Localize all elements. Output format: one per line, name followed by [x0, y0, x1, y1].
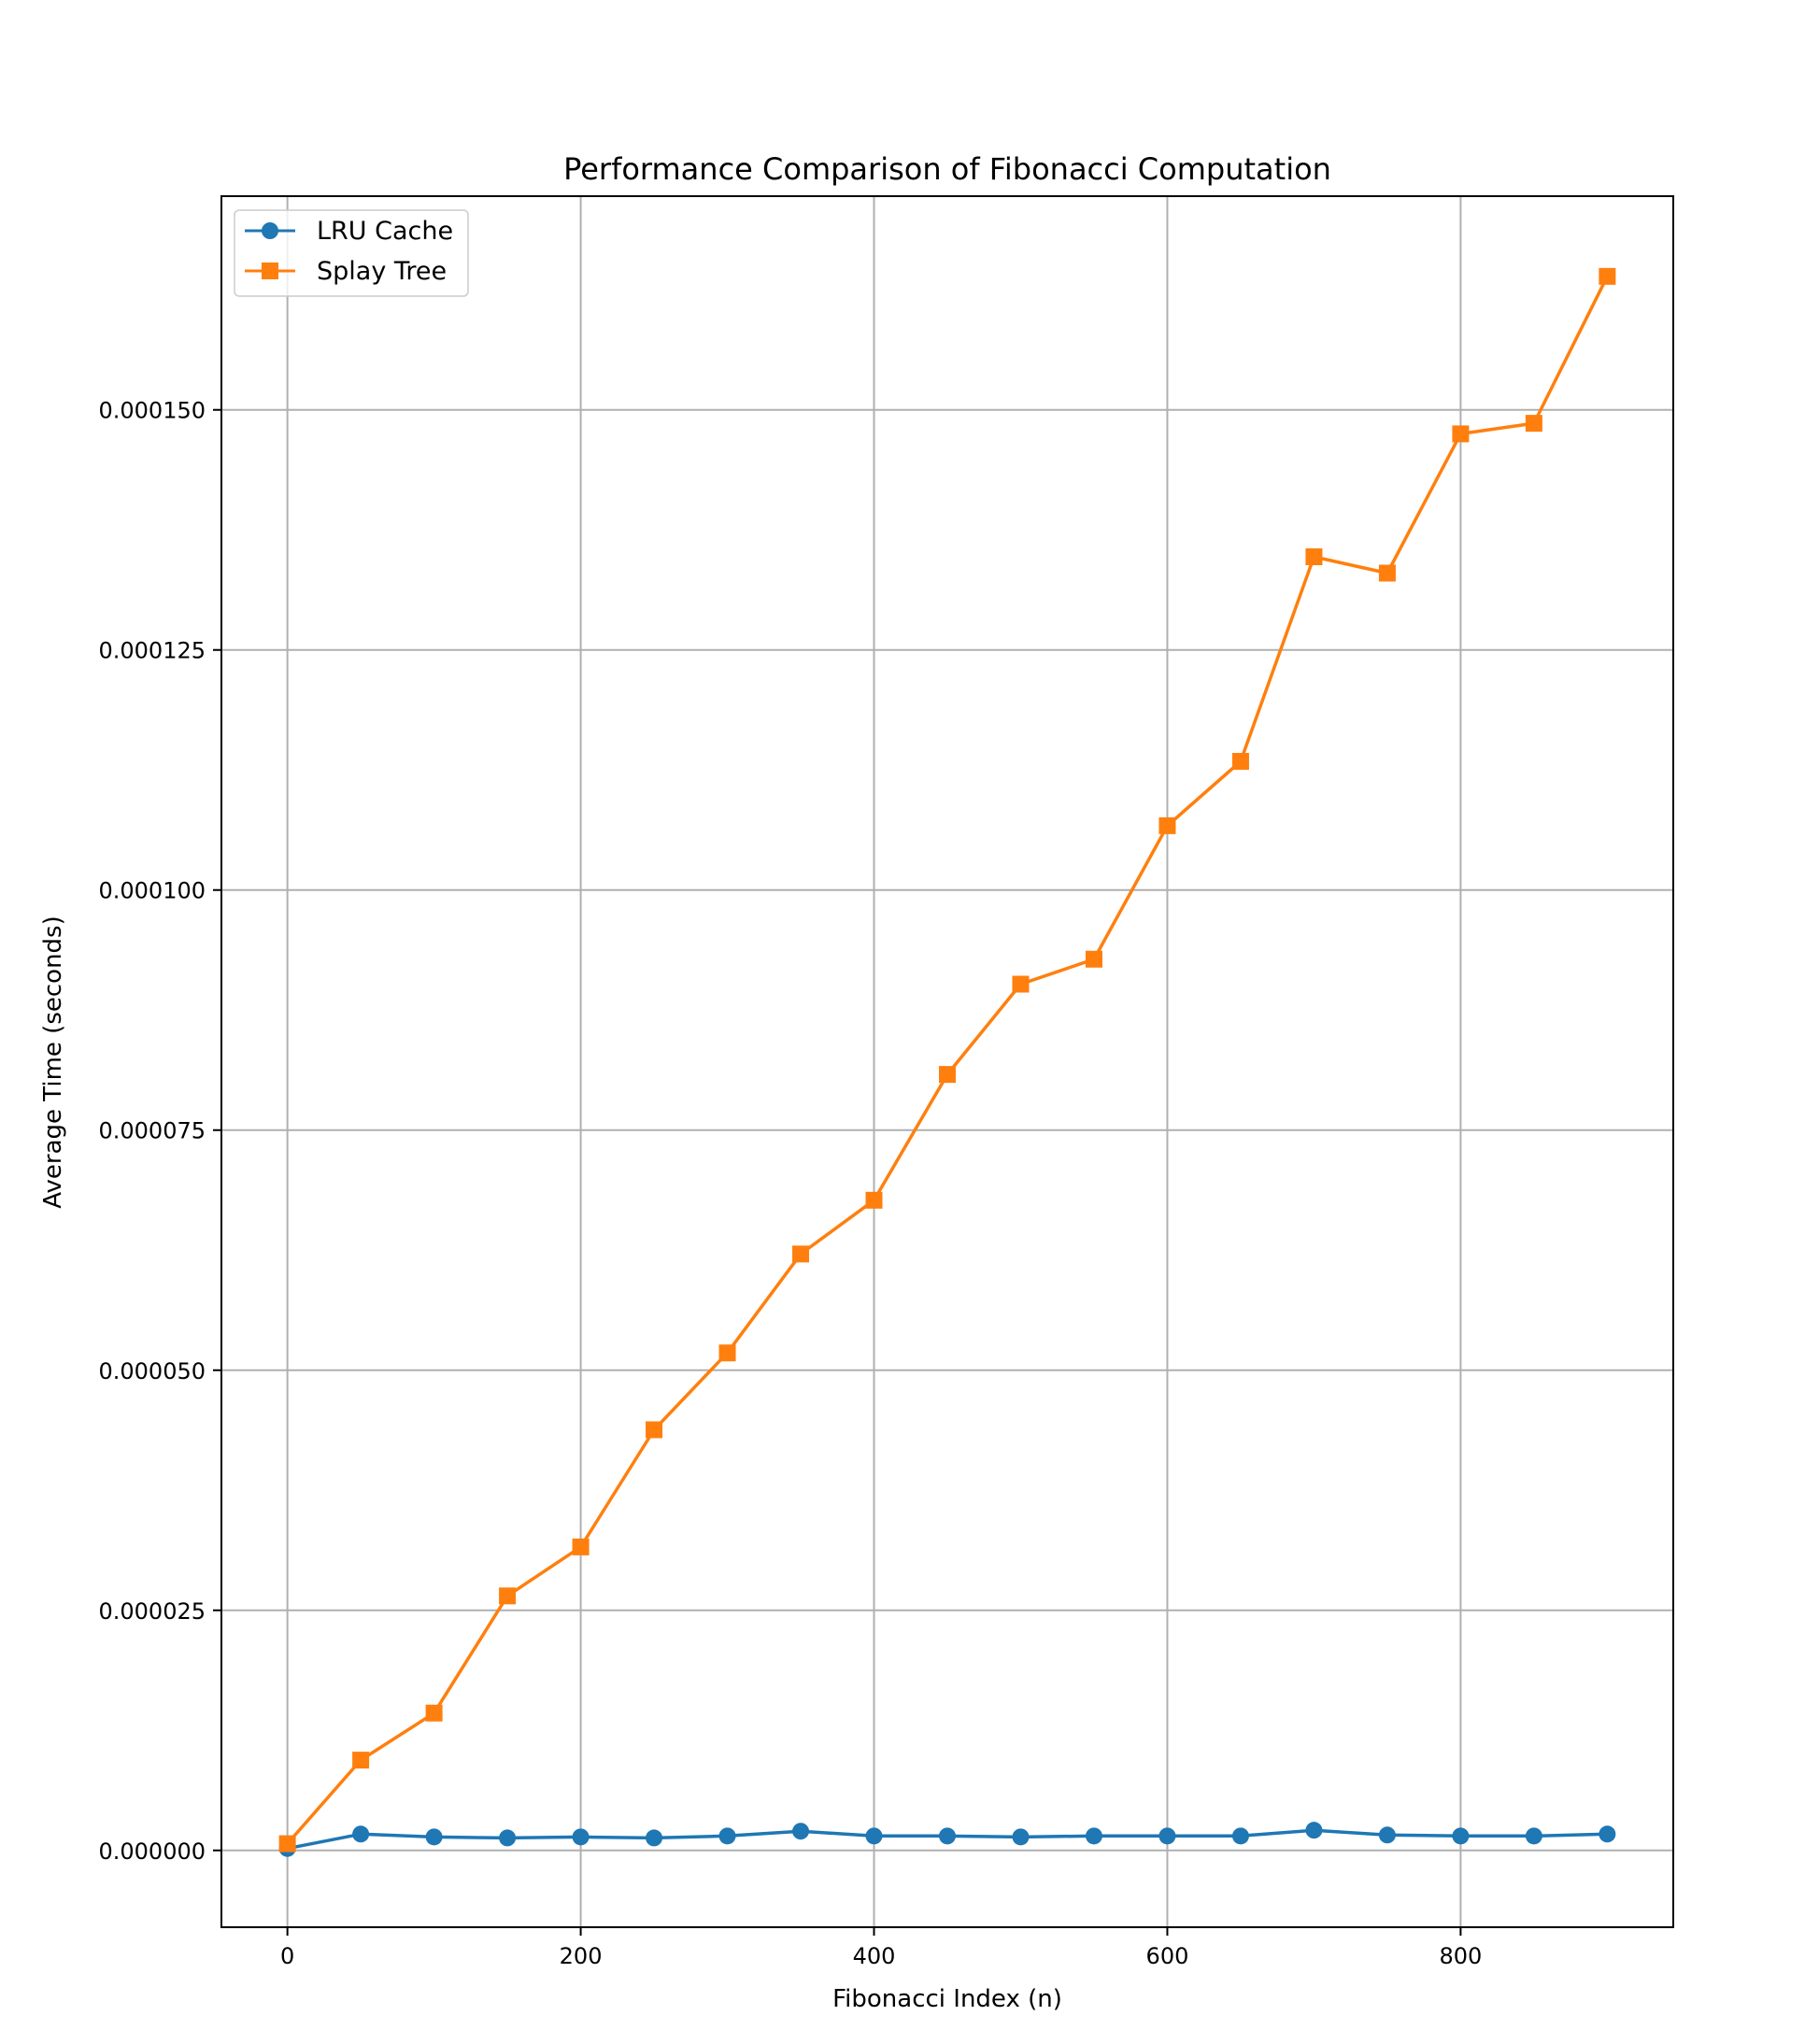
- data-point-lru-cache: [1158, 1827, 1176, 1845]
- y-tick-label: 0.000150: [98, 398, 206, 424]
- x-tick-label: 400: [853, 1943, 896, 1969]
- legend-marker-lru-cache: [262, 222, 278, 239]
- legend-label-lru-cache: LRU Cache: [317, 217, 453, 246]
- data-point-lru-cache: [1452, 1827, 1470, 1845]
- axis-ticks: 0 200 400 600 800 0.000000 0.000025 0.000050 0.0…: [98, 398, 1482, 1969]
- data-point-splay-tree: [792, 1245, 810, 1263]
- data-point-lru-cache: [865, 1827, 883, 1845]
- data-point-splay-tree: [499, 1587, 517, 1605]
- data-point-lru-cache: [572, 1828, 590, 1846]
- chart-title: Performance Comparison of Fibonacci Comp…: [563, 151, 1331, 187]
- plot-series: [278, 267, 1616, 1857]
- data-point-splay-tree: [572, 1538, 590, 1555]
- data-point-splay-tree: [1231, 752, 1249, 770]
- data-point-lru-cache: [499, 1829, 517, 1847]
- data-point-splay-tree: [939, 1066, 956, 1084]
- data-point-splay-tree: [1305, 548, 1323, 566]
- data-point-splay-tree: [1452, 425, 1470, 443]
- data-point-splay-tree: [1599, 267, 1616, 285]
- data-point-lru-cache: [718, 1827, 736, 1845]
- y-tick-label: 0.000000: [98, 1838, 206, 1865]
- grid-lines: [221, 196, 1673, 1927]
- legend-marker-splay-tree: [262, 263, 278, 279]
- data-point-lru-cache: [1305, 1822, 1323, 1839]
- data-point-lru-cache: [1525, 1827, 1542, 1845]
- y-tick-label: 0.000050: [98, 1358, 206, 1384]
- y-tick-label: 0.000075: [98, 1118, 206, 1144]
- x-tick-label: 800: [1439, 1943, 1482, 1969]
- x-tick-label: 600: [1146, 1943, 1189, 1969]
- data-point-splay-tree: [1158, 816, 1176, 834]
- x-tick-label: 0: [280, 1943, 294, 1969]
- data-point-lru-cache: [1378, 1826, 1396, 1844]
- data-point-splay-tree: [718, 1344, 736, 1362]
- data-point-splay-tree: [352, 1752, 370, 1769]
- data-point-splay-tree: [865, 1191, 883, 1209]
- y-tick-label: 0.000025: [98, 1598, 206, 1625]
- data-point-splay-tree: [1378, 564, 1396, 582]
- data-point-lru-cache: [646, 1829, 663, 1847]
- data-point-lru-cache: [425, 1828, 443, 1846]
- data-point-splay-tree: [425, 1704, 443, 1722]
- legend: LRU Cache Splay Tree: [234, 209, 469, 297]
- y-tick-label: 0.000125: [98, 638, 206, 664]
- data-point-lru-cache: [939, 1827, 956, 1845]
- data-point-lru-cache: [792, 1823, 810, 1840]
- data-point-lru-cache: [1231, 1827, 1249, 1845]
- data-point-lru-cache: [1599, 1825, 1616, 1843]
- y-tick-label: 0.000100: [98, 878, 206, 904]
- data-point-splay-tree: [278, 1835, 296, 1852]
- data-point-splay-tree: [1085, 950, 1102, 968]
- data-point-lru-cache: [352, 1825, 370, 1843]
- data-point-splay-tree: [1012, 975, 1030, 993]
- plot-frame: [220, 195, 1674, 1928]
- x-tick-label: 200: [560, 1943, 603, 1969]
- x-axis-label: Fibonacci Index (n): [832, 1985, 1062, 2013]
- data-point-splay-tree: [1525, 415, 1542, 433]
- data-point-splay-tree: [646, 1421, 663, 1439]
- data-point-lru-cache: [1012, 1828, 1030, 1846]
- data-point-lru-cache: [1085, 1827, 1102, 1845]
- legend-label-splay-tree: Splay Tree: [317, 257, 447, 286]
- y-axis-label: Average Time (seconds): [39, 916, 67, 1209]
